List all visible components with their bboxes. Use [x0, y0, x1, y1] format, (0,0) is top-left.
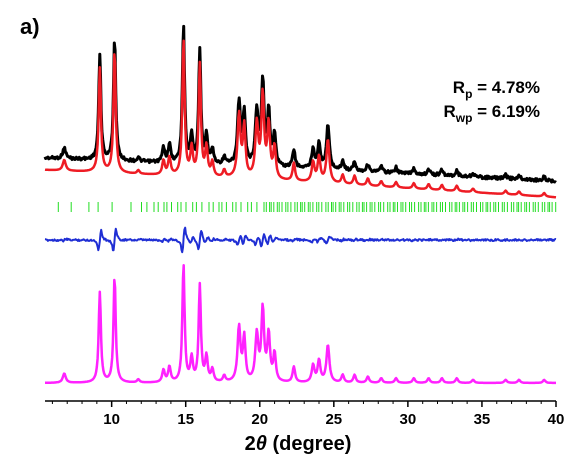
- x-tick-label: 30: [400, 411, 417, 428]
- x-tick-label: 20: [251, 411, 268, 428]
- rwp-annotation: Rwp = 6.19%: [443, 102, 540, 125]
- x-tick-label: 10: [103, 411, 120, 428]
- difference-curve: [44, 226, 557, 254]
- x-axis-title: 2θ (degree): [245, 433, 352, 455]
- x-axis-ticks: 10 15 20 25 30 35 40: [51, 401, 565, 428]
- simulated-pattern: [44, 264, 557, 385]
- plot-area: [43, 24, 557, 385]
- x-tick-label: 35: [474, 411, 491, 428]
- rp-annotation: Rp = 4.78%: [453, 78, 540, 101]
- x-tick-label: 25: [325, 411, 342, 428]
- calculated-pattern: [44, 39, 557, 199]
- bragg-tick-marks: [57, 202, 557, 212]
- x-tick-label: 15: [177, 411, 194, 428]
- observed-pattern: [43, 24, 557, 184]
- x-tick-label: 40: [548, 411, 565, 428]
- panel-label: a): [20, 14, 40, 39]
